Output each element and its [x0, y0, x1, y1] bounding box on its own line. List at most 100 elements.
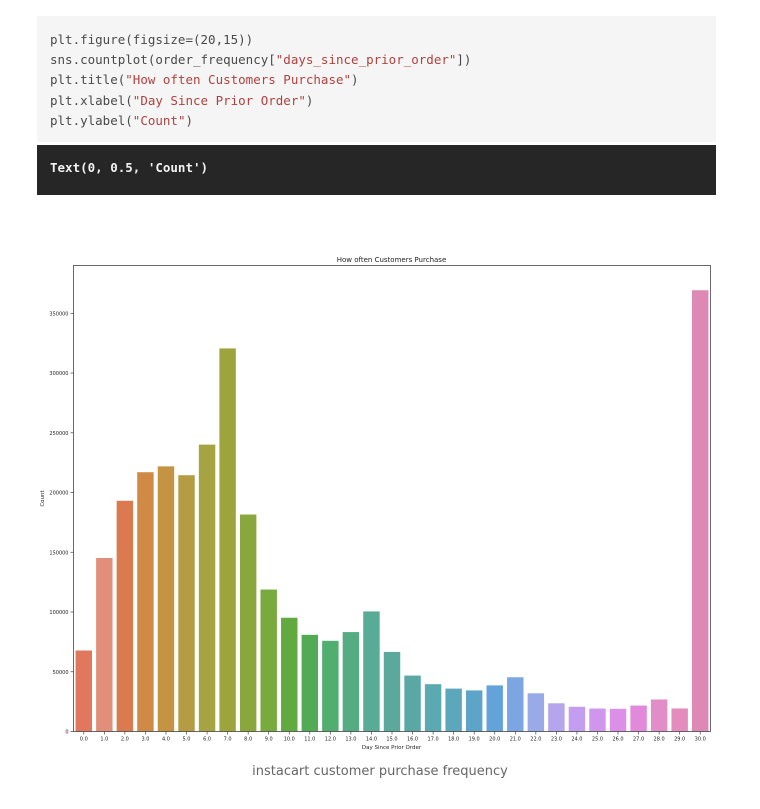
code-token: ) — [185, 112, 194, 128]
y-tick-label: 200000 — [49, 491, 68, 497]
x-tick-label: 17.0 — [428, 737, 439, 743]
x-tick-label: 24.0 — [571, 737, 582, 743]
x-tick-label: 21.0 — [510, 737, 521, 743]
bar-5.0 — [178, 475, 195, 732]
bars-group — [75, 290, 709, 732]
code-token: ) — [351, 72, 359, 88]
bar-1.0 — [96, 558, 113, 732]
x-tick-label: 27.0 — [633, 737, 644, 743]
y-tick-label: 250000 — [49, 431, 68, 437]
code-line: plt.figure(figsize=(20,15)) — [50, 30, 716, 50]
bar-29.0 — [671, 708, 688, 732]
x-tick-label: 28.0 — [654, 737, 665, 743]
bar-21.0 — [507, 677, 524, 732]
code-token: plt.title( — [50, 72, 126, 88]
y-tick-label: 300000 — [49, 371, 68, 377]
bar-12.0 — [322, 640, 339, 732]
x-tick-label: 1.0 — [100, 737, 108, 743]
bar-25.0 — [589, 708, 606, 732]
x-tick-label: 14.0 — [366, 737, 377, 743]
code-string: "Count" — [132, 112, 186, 128]
bar-4.0 — [157, 466, 175, 732]
code-line: plt.xlabel("Day Since Prior Order") — [50, 91, 716, 111]
x-tick-label: 7.0 — [224, 737, 232, 743]
x-tick-label: 26.0 — [612, 737, 623, 743]
x-axis: 0.0 1.0 2.0 3.0 4.0 5.0 6.0 7.0 8.0 9.0 10.0 11.0 12… — [80, 731, 706, 743]
plot-frame — [73, 265, 711, 732]
code-line: plt.ylabel("Count") — [50, 111, 716, 131]
y-axis-label: Count — [40, 489, 46, 506]
bar-23.0 — [548, 703, 565, 732]
y-tick-label: 100000 — [49, 610, 68, 616]
x-tick-label: 0.0 — [80, 737, 88, 743]
code-line: plt.title("How often Customers Purchase"… — [50, 70, 716, 90]
output-text: Text(0, 0.5, 'Count') — [50, 160, 209, 175]
x-tick-label: 22.0 — [530, 737, 541, 743]
chart-title: How often Customers Purchase — [337, 256, 447, 264]
x-tick-label: 20.0 — [489, 737, 500, 743]
code-token: ]) — [456, 52, 472, 68]
bar-24.0 — [568, 706, 586, 732]
figure-caption: instacart customer purchase frequency — [252, 764, 508, 779]
code-token: ) — [305, 92, 314, 108]
code-string: "days_since_prior_order" — [275, 52, 457, 68]
bar-6.0 — [198, 444, 216, 732]
x-tick-label: 19.0 — [469, 737, 480, 743]
bar-22.0 — [527, 693, 545, 732]
x-axis-label: Day Since Prior Order — [362, 745, 422, 751]
x-tick-label: 8.0 — [244, 737, 252, 743]
x-tick-label: 4.0 — [162, 737, 170, 743]
y-tick-label: 50000 — [53, 670, 69, 676]
output-cell: Text(0, 0.5, 'Count') — [37, 145, 716, 195]
x-tick-label: 3.0 — [141, 737, 149, 743]
bar-28.0 — [650, 699, 668, 732]
x-tick-label: 6.0 — [203, 737, 211, 743]
x-tick-label: 11.0 — [304, 737, 315, 743]
x-tick-label: 29.0 — [674, 737, 685, 743]
bar-11.0 — [301, 634, 319, 732]
bar-10.0 — [281, 617, 298, 732]
bar-30.0 — [692, 290, 709, 732]
code-token: plt.ylabel( — [50, 112, 133, 128]
x-tick-label: 16.0 — [407, 737, 418, 743]
x-tick-label: 18.0 — [448, 737, 459, 743]
bar-0.0 — [75, 650, 92, 732]
bar-8.0 — [239, 514, 257, 732]
code-token: plt.xlabel( — [50, 92, 133, 108]
bar-7.0 — [219, 348, 236, 732]
code-cell[interactable]: plt.figure(figsize=(20,15)) sns.countplot… — [37, 16, 716, 142]
bar-19.0 — [465, 690, 483, 732]
x-tick-label: 2.0 — [121, 737, 129, 743]
bar-chart: How often Customers Purchase 0 50000 10000… — [40, 256, 711, 751]
x-tick-label: 30.0 — [695, 737, 706, 743]
y-tick-label: 0 — [65, 730, 68, 736]
bar-9.0 — [260, 589, 277, 732]
bar-20.0 — [486, 685, 503, 732]
x-tick-label: 5.0 — [183, 737, 191, 743]
bar-2.0 — [116, 500, 134, 732]
x-tick-label: 15.0 — [386, 737, 397, 743]
bar-27.0 — [630, 705, 647, 732]
y-axis: 0 50000 100000 150000 200000 250000 300000 3500… — [49, 311, 74, 736]
code-string: "How often Customers Purchase" — [125, 72, 352, 88]
bar-15.0 — [383, 651, 401, 732]
code-string: "Day Since Prior Order" — [132, 92, 306, 108]
bar-3.0 — [137, 472, 154, 732]
bar-26.0 — [609, 708, 627, 732]
chart-figure: How often Customers Purchase 0 50000 10000… — [0, 250, 760, 755]
y-tick-label: 350000 — [49, 311, 68, 317]
bar-17.0 — [424, 684, 442, 732]
bar-18.0 — [445, 688, 462, 732]
y-tick-label: 150000 — [49, 550, 68, 556]
code-token: sns.countplot(order_frequency[ — [50, 52, 276, 68]
code-line: sns.countplot(order_frequency["days_sinc… — [50, 50, 716, 70]
x-tick-label: 13.0 — [345, 737, 356, 743]
x-tick-label: 25.0 — [592, 737, 603, 743]
bar-14.0 — [363, 611, 380, 732]
bar-13.0 — [342, 632, 360, 732]
x-tick-label: 10.0 — [284, 737, 295, 743]
x-tick-label: 23.0 — [551, 737, 562, 743]
bar-16.0 — [404, 675, 421, 732]
x-tick-label: 9.0 — [265, 737, 273, 743]
x-tick-label: 12.0 — [325, 737, 336, 743]
